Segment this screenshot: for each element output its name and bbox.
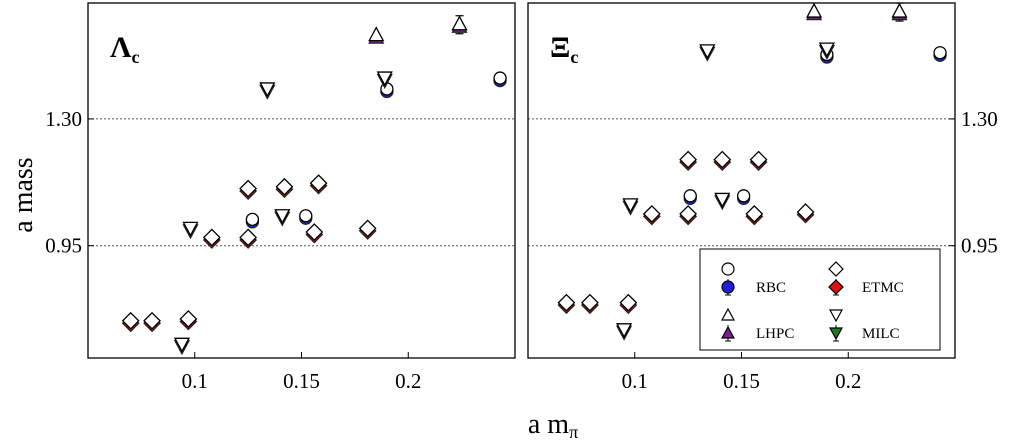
xi-etmc-point-9 bbox=[796, 203, 815, 224]
lambda-rbc-point-3 bbox=[493, 71, 507, 88]
legend-label-lhpc: LHPC bbox=[756, 326, 794, 342]
xi-etmc-point-8 bbox=[749, 150, 768, 171]
lambda-milc-point-2 bbox=[259, 82, 276, 100]
xi-panel-label-main: Ξ bbox=[550, 31, 570, 64]
legend: RBC ETMC LHPC MILC bbox=[699, 248, 941, 351]
xi-rbc-point-1 bbox=[736, 189, 751, 205]
lambda-x-tick-label-2: 0.2 bbox=[395, 369, 421, 393]
lambda-plot-frame bbox=[87, 2, 516, 359]
x-axis-title-main: a m bbox=[528, 409, 569, 440]
x-axis-title-sub: π bbox=[569, 422, 578, 442]
panel-xi-c: 0.1 0.15 0.2 0.95 1.30 Ξc bbox=[527, 2, 998, 393]
lambda-etmc-point-2 bbox=[179, 310, 198, 331]
lambda-etmc-point-0 bbox=[121, 311, 140, 333]
xi-lhpc-point-1 bbox=[891, 2, 908, 22]
xi-milc-point-2 bbox=[699, 44, 716, 62]
lambda-etmc-point-4 bbox=[239, 228, 258, 249]
y-axis-title: a mass bbox=[8, 157, 39, 232]
xi-panel-label: Ξc bbox=[550, 31, 578, 67]
xi-milc-point-1 bbox=[622, 198, 639, 216]
xi-rbc-point-3 bbox=[933, 46, 947, 62]
lambda-milc-point-1 bbox=[182, 221, 199, 240]
xi-y-tick-label-1: 1.30 bbox=[961, 107, 998, 131]
xi-x-tick-label-2: 0.2 bbox=[835, 369, 861, 393]
xi-x-tick-label-1: 0.15 bbox=[723, 369, 760, 393]
lambda-y-tick-label-0: 0.95 bbox=[45, 234, 82, 258]
lambda-milc-point-3 bbox=[274, 209, 291, 227]
legend-label-etmc: ETMC bbox=[862, 280, 904, 296]
lambda-panel-label-sub: c bbox=[132, 47, 140, 67]
xi-lhpc-point-0 bbox=[806, 2, 823, 21]
xi-etmc-point-1 bbox=[580, 293, 599, 315]
legend-lhpc-hollow bbox=[720, 307, 736, 342]
lambda-etmc-point-1 bbox=[143, 311, 161, 333]
xi-y-tick-label-0: 0.95 bbox=[961, 234, 998, 258]
lambda-etmc-point-7 bbox=[305, 223, 324, 244]
xi-etmc-point-0 bbox=[557, 293, 576, 315]
lambda-etmc-point-3 bbox=[202, 228, 221, 249]
xi-etmc-point-2 bbox=[619, 293, 638, 315]
xi-milc-point-3 bbox=[714, 192, 731, 211]
lambda-panel-label: Λc bbox=[110, 31, 140, 67]
lambda-milc-point-4 bbox=[376, 71, 393, 89]
lambda-rbc-point-2 bbox=[380, 82, 394, 99]
legend-label-milc: MILC bbox=[862, 326, 900, 342]
xi-etmc-point-5 bbox=[679, 150, 698, 171]
panel-lambda-c: 0.1 0.15 0.2 0.95 1.30 Λc bbox=[45, 2, 516, 393]
xi-x-tick-label-0: 0.1 bbox=[622, 369, 648, 393]
legend-rbc-hollow bbox=[721, 262, 735, 296]
lambda-rbc-point-0 bbox=[245, 212, 260, 229]
legend-box bbox=[699, 248, 941, 351]
x-axis-title: a mπ bbox=[528, 409, 578, 442]
xi-etmc-point-3 bbox=[642, 204, 661, 226]
lambda-rbc-point-1 bbox=[299, 209, 313, 225]
lambda-y-tick-label-1: 1.30 bbox=[45, 107, 82, 131]
lambda-etmc-point-8 bbox=[309, 174, 328, 195]
lambda-x-tick-label-0: 0.1 bbox=[182, 369, 208, 393]
xi-panel-label-sub: c bbox=[570, 47, 578, 67]
xi-milc-point-0 bbox=[615, 323, 633, 341]
xi-rbc-point-0 bbox=[683, 189, 697, 205]
xi-etmc-point-4 bbox=[679, 204, 698, 226]
xi-etmc-point-7 bbox=[745, 204, 764, 226]
lambda-panel-label-main: Λ bbox=[110, 31, 132, 64]
xi-etmc-point-6 bbox=[713, 150, 732, 171]
lambda-etmc-point-6 bbox=[275, 177, 294, 199]
lambda-milc-point-0 bbox=[173, 337, 191, 356]
xi-milc-point-4 bbox=[818, 42, 835, 60]
lambda-lhpc-point-1 bbox=[451, 15, 468, 35]
legend-etmc-hollow bbox=[828, 261, 844, 296]
lambda-etmc-point-9 bbox=[358, 219, 377, 240]
lambda-etmc-point-5 bbox=[239, 179, 258, 200]
legend-milc-hollow bbox=[828, 309, 844, 342]
lambda-x-tick-label-1: 0.15 bbox=[283, 369, 320, 393]
legend-label-rbc: RBC bbox=[756, 280, 786, 296]
lambda-lhpc-point-0 bbox=[368, 26, 385, 44]
